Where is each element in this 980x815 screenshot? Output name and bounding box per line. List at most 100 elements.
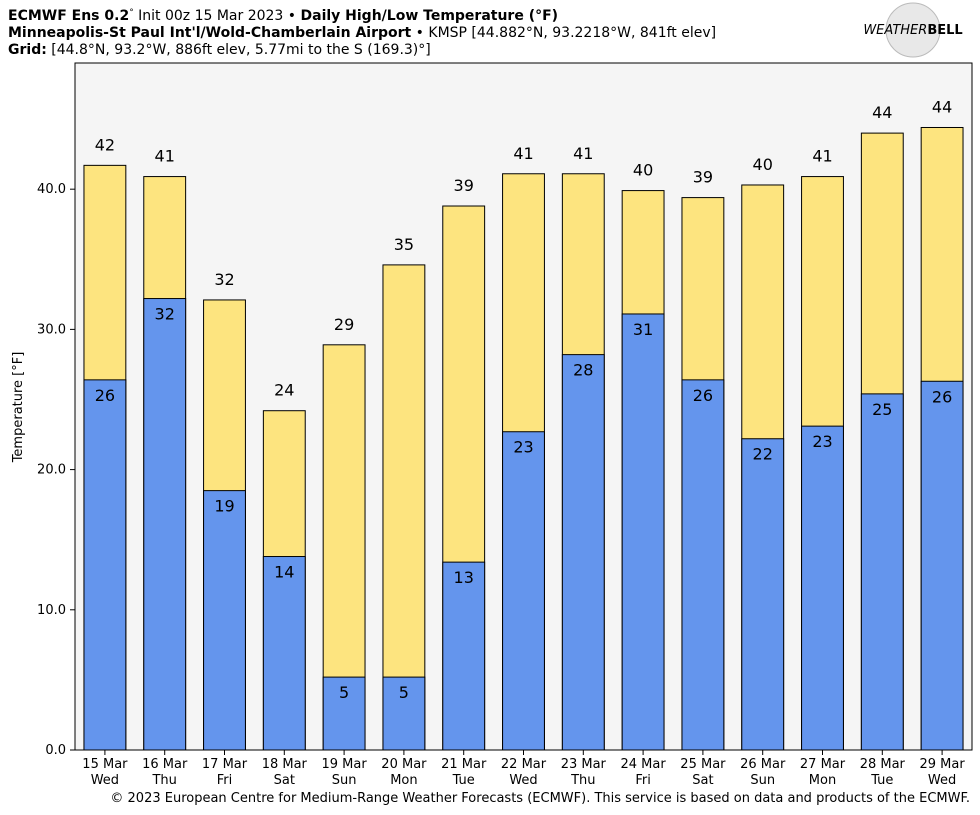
bar xyxy=(621,313,665,751)
value-label: 19 xyxy=(214,497,234,516)
value-label: 39 xyxy=(693,168,713,187)
title-product: Daily High/Low Temperature (°F) xyxy=(301,8,559,24)
y-tick-label: 30.0 xyxy=(37,322,66,337)
value-label: 14 xyxy=(274,563,294,582)
x-tick-weekday: Mon xyxy=(809,773,836,788)
value-label: 29 xyxy=(334,315,354,334)
grid-key: Grid: xyxy=(8,42,47,58)
value-label: 24 xyxy=(274,381,294,400)
x-tick-weekday: Wed xyxy=(928,773,956,788)
x-tick-weekday: Tue xyxy=(870,773,893,788)
value-label: 44 xyxy=(872,103,892,122)
footer: © 2023 European Centre for Medium-Range … xyxy=(110,791,970,806)
title-model: ECMWF Ens 0.2 xyxy=(8,8,129,24)
x-tick-weekday: Fri xyxy=(635,773,651,788)
value-label: 26 xyxy=(693,386,713,405)
value-label: 42 xyxy=(95,135,115,154)
x-tick-weekday: Wed xyxy=(509,773,537,788)
x-tick-label: 26 Mar xyxy=(740,757,786,772)
grid-line-info: Grid: [44.8°N, 93.2°W, 886ft elev, 5.77m… xyxy=(8,42,431,58)
value-label: 41 xyxy=(812,147,832,166)
title-degree: ° xyxy=(129,8,134,18)
value-label: 5 xyxy=(399,683,409,702)
title-line: ECMWF Ens 0.2° Init 00z 15 Mar 2023 • Da… xyxy=(8,8,558,24)
value-label: 5 xyxy=(339,683,349,702)
y-tick-label: 10.0 xyxy=(37,603,66,618)
logo-weather: WEATHER xyxy=(863,23,927,38)
bar xyxy=(143,298,187,751)
value-label: 32 xyxy=(214,270,234,289)
x-tick-label: 24 Mar xyxy=(620,757,666,772)
bar xyxy=(920,380,964,751)
logo: WEATHERBELL xyxy=(863,2,963,58)
value-label: 13 xyxy=(454,568,474,587)
value-label: 39 xyxy=(454,176,474,195)
y-tick-label: 20.0 xyxy=(37,463,66,478)
bar xyxy=(382,264,426,751)
x-tick-label: 15 Mar xyxy=(82,757,128,772)
value-label: 41 xyxy=(513,144,533,163)
bar xyxy=(83,379,127,751)
value-label: 23 xyxy=(812,432,832,451)
y-tick-label: 0.0 xyxy=(45,743,66,758)
x-tick-weekday: Thu xyxy=(151,773,176,788)
value-label: 28 xyxy=(573,361,593,380)
location-name: Minneapolis-St Paul Int'l/Wold-Chamberla… xyxy=(8,25,412,41)
x-tick-weekday: Thu xyxy=(570,773,595,788)
logo-circle xyxy=(885,2,941,58)
x-tick-label: 18 Mar xyxy=(262,757,308,772)
x-tick-label: 23 Mar xyxy=(561,757,607,772)
grid-coords: [44.8°N, 93.2°W, 886ft elev, 5.77mi to t… xyxy=(47,42,431,58)
logo-text: WEATHERBELL xyxy=(863,23,962,38)
title-init: Init 00z 15 Mar 2023 • xyxy=(134,8,301,24)
value-label: 26 xyxy=(932,387,952,406)
x-tick-label: 20 Mar xyxy=(381,757,427,772)
bar xyxy=(801,425,844,751)
x-tick-label: 16 Mar xyxy=(142,757,188,772)
bar xyxy=(502,431,545,751)
bar xyxy=(262,556,306,751)
value-label: 40 xyxy=(753,155,773,174)
x-tick-weekday: Tue xyxy=(452,773,475,788)
value-label: 31 xyxy=(633,320,653,339)
bar xyxy=(203,490,246,751)
value-label: 26 xyxy=(95,386,115,405)
bar xyxy=(382,676,426,751)
bar xyxy=(442,561,486,751)
value-label: 32 xyxy=(155,305,175,324)
value-label: 41 xyxy=(155,147,175,166)
value-label: 25 xyxy=(872,400,892,419)
x-tick-weekday: Sun xyxy=(332,773,357,788)
value-label: 44 xyxy=(932,97,952,116)
x-tick-weekday: Sun xyxy=(750,773,775,788)
location-line: Minneapolis-St Paul Int'l/Wold-Chamberla… xyxy=(8,25,716,41)
x-tick-label: 22 Mar xyxy=(501,757,547,772)
x-tick-label: 29 Mar xyxy=(919,757,965,772)
value-label: 41 xyxy=(573,144,593,163)
x-tick-label: 17 Mar xyxy=(202,757,248,772)
x-tick-weekday: Fri xyxy=(217,773,233,788)
bar xyxy=(860,393,904,751)
y-tick-label: 40.0 xyxy=(37,182,66,197)
x-tick-weekday: Sat xyxy=(692,773,713,788)
x-tick-weekday: Mon xyxy=(390,773,417,788)
y-axis-label: Temperature [°F] xyxy=(11,352,26,464)
logo-bell: BELL xyxy=(927,23,962,38)
bar xyxy=(681,379,725,751)
value-label: 22 xyxy=(753,445,773,464)
value-label: 40 xyxy=(633,161,653,180)
value-label: 23 xyxy=(513,438,533,457)
value-label: 35 xyxy=(394,235,414,254)
bar xyxy=(561,354,605,751)
x-tick-weekday: Wed xyxy=(91,773,119,788)
x-tick-weekday: Sat xyxy=(274,773,295,788)
x-tick-label: 21 Mar xyxy=(441,757,487,772)
x-tick-label: 25 Mar xyxy=(680,757,726,772)
x-tick-label: 27 Mar xyxy=(800,757,846,772)
location-coords: • KMSP [44.882°N, 93.2218°W, 841ft elev] xyxy=(411,25,716,41)
x-tick-label: 19 Mar xyxy=(321,757,367,772)
bar xyxy=(741,438,785,751)
bar xyxy=(322,676,366,751)
x-tick-label: 28 Mar xyxy=(860,757,906,772)
